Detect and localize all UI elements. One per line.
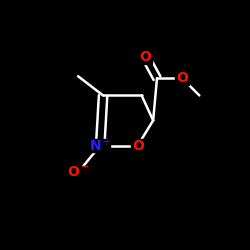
Bar bbox=[131, 139, 144, 152]
Bar bbox=[90, 139, 110, 152]
Text: N$^+$: N$^+$ bbox=[89, 137, 112, 154]
Text: O$^-$: O$^-$ bbox=[66, 166, 90, 179]
Text: O: O bbox=[132, 138, 144, 152]
Bar bbox=[68, 166, 88, 179]
Text: O: O bbox=[140, 50, 151, 64]
Text: O: O bbox=[176, 71, 188, 85]
Bar bbox=[175, 72, 189, 85]
Bar bbox=[139, 50, 152, 64]
